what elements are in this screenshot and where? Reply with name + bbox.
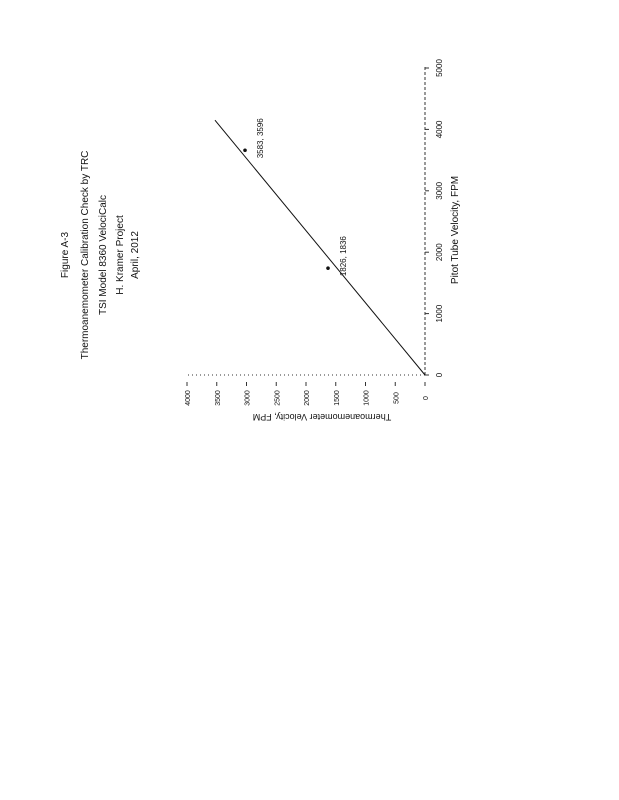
x-axis-label: Pitot Tube Velocity, FPM: [450, 176, 461, 284]
y-tick-label: 1500: [334, 390, 341, 406]
y-tick-label: 2000: [304, 390, 311, 406]
y-tick-label: 1000: [364, 390, 371, 406]
trend-line: [214, 119, 426, 376]
data-point: [326, 266, 330, 270]
y-tick-label: 2500: [274, 390, 281, 406]
title-line-1: Thermoanemometer Calibration Check by TR…: [80, 151, 91, 360]
chart-titles: Figure A-3 Thermoanemometer Calibration C…: [60, 151, 141, 360]
y-tick-label: 3500: [215, 390, 222, 406]
title-line-3: H. Kramer Project: [115, 215, 126, 295]
x-tick-label: 5000: [435, 59, 444, 77]
title-line-4: April, 2012: [130, 231, 141, 279]
y-axis-label: Thermoanemometer Velocity, FPM: [253, 412, 391, 422]
y-tick-label: 4000: [185, 390, 192, 406]
title-line-2: TSI Model 8360 VelociCalc: [98, 195, 109, 315]
x-tick-label: 4000: [435, 120, 444, 138]
x-tick-label: 1000: [435, 304, 444, 322]
x-tick-label: 3000: [435, 181, 444, 199]
data-point: [243, 148, 247, 153]
title-line-0: Figure A-3: [60, 231, 71, 278]
data-point-label: 3583, 3596: [256, 118, 265, 159]
x-tick-label: 0: [435, 372, 444, 377]
y-tick-label: 0: [423, 396, 430, 400]
data-point-label: 1826, 1836: [339, 236, 348, 277]
y-tick-label: 3000: [245, 390, 252, 406]
x-tick-label: 2000: [435, 243, 444, 261]
y-tick-label: 500: [393, 392, 400, 404]
